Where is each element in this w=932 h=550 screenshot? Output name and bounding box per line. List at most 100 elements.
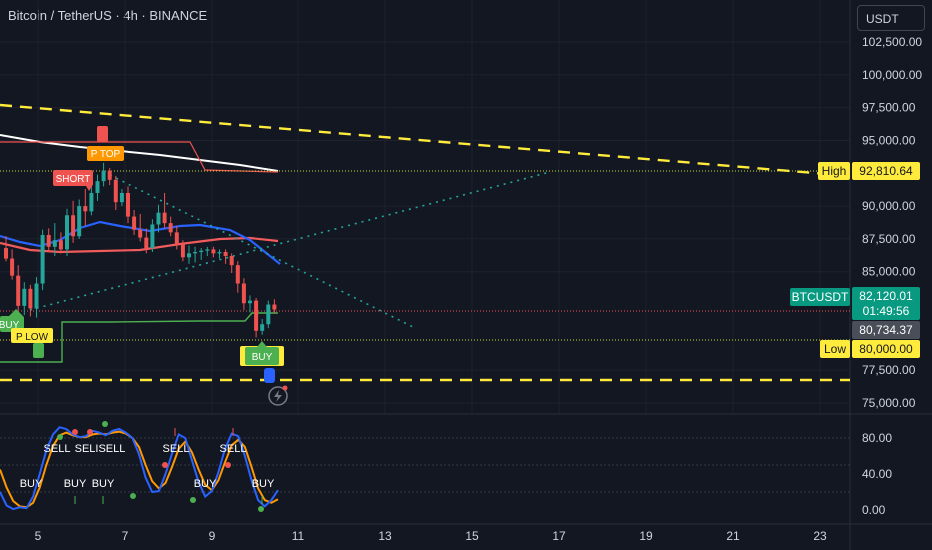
- high-value: 92,810.64: [859, 164, 913, 178]
- candle-body: [52, 240, 57, 247]
- candle-body: [95, 181, 100, 193]
- price-tick-label: 77,500.00: [862, 363, 916, 377]
- buy-left-pointer: [9, 309, 23, 316]
- resistance-dashed-line: [0, 103, 851, 178]
- oscillator-axis[interactable]: 80.00 40.00 0.00: [862, 431, 892, 517]
- candle-body: [199, 250, 204, 253]
- oscillator-pane-bg: [0, 414, 850, 524]
- candle-body: [113, 179, 118, 203]
- candle-body: [138, 229, 143, 238]
- green-step-line: [0, 312, 278, 363]
- candle-body: [28, 288, 33, 309]
- short-pointer: [86, 186, 92, 191]
- candle-body: [156, 212, 161, 225]
- candle-body: [83, 206, 88, 212]
- blue-marker: [264, 368, 275, 383]
- white-ma-line: [0, 134, 279, 172]
- candle-body: [187, 253, 191, 258]
- osc-buy-label-4: BUY: [194, 478, 217, 490]
- candle-body: [4, 248, 8, 259]
- lightning-bolt-icon: [274, 390, 282, 402]
- symbol-tag-bg: [790, 288, 850, 306]
- candle-body: [266, 304, 271, 325]
- oscillator-signal-dot: [258, 506, 264, 512]
- dotted-rising-line: [29, 171, 551, 311]
- candle-body: [180, 244, 185, 258]
- oscillator-main-line: [0, 426, 279, 511]
- red-ma-upper-line: [0, 141, 279, 173]
- time-tick-label: 5: [35, 529, 42, 543]
- candle-body: [229, 255, 234, 266]
- candle-body: [235, 265, 240, 284]
- oscillator-signal-dot: [72, 429, 78, 435]
- oscillator-tick-label: 80.00: [862, 431, 892, 445]
- osc-buy-label-3: BUY: [92, 478, 115, 490]
- oscillator-tick-label: 0.00: [862, 503, 886, 517]
- candle-body: [16, 275, 21, 306]
- candle-body: [144, 237, 149, 249]
- oscillator-signal-dot: [87, 429, 93, 435]
- candle-body: [241, 283, 246, 304]
- time-tick-label: 17: [552, 529, 566, 543]
- candle-body: [71, 215, 76, 237]
- price-tags: High 92,810.64 BTCUSDT 82,120.01 01:49:5…: [790, 162, 920, 358]
- price-tick-label: 85,000.00: [862, 265, 916, 279]
- candle-body: [65, 215, 69, 250]
- oscillator-signal-labels: SELL SELISELL SELL SELL BUY BUY BUY BUY …: [20, 443, 275, 490]
- p-top-label: P TOP: [91, 149, 121, 160]
- buy-right-pointer: [257, 341, 267, 347]
- low-value-bg: [852, 340, 920, 358]
- p-top-label-bg: [87, 146, 124, 161]
- p-low-label-bg: [11, 328, 53, 343]
- osc-buy-label-1: BUY: [20, 478, 43, 490]
- price-axis[interactable]: 102,500.00 100,000.00 97,500.00 95,000.00 90…: [862, 35, 922, 410]
- lightning-icon[interactable]: [268, 386, 288, 406]
- low-value: 80,000.00: [859, 342, 913, 356]
- currency-button[interactable]: USDT: [857, 5, 925, 31]
- candle-body: [132, 216, 137, 230]
- p-low-label: P LOW: [16, 332, 49, 343]
- short-label-bg: [53, 170, 93, 186]
- time-tick-label: 13: [378, 529, 392, 543]
- candle-body: [22, 288, 27, 306]
- time-tick-label: 15: [465, 529, 479, 543]
- candle-body: [162, 212, 167, 224]
- time-tick-label: 7: [122, 529, 129, 543]
- time-tick-label: 23: [813, 529, 827, 543]
- candle-body: [254, 300, 259, 331]
- osc-sell-label-3: SELL: [163, 443, 190, 455]
- candle-body: [260, 324, 265, 331]
- candle-body: [126, 192, 130, 217]
- price-tick-label: 75,000.00: [862, 396, 916, 410]
- buy-left-label: BUY: [0, 320, 20, 331]
- price-tick-label: 100,000.00: [862, 68, 922, 82]
- high-value-bg: [852, 162, 920, 180]
- last-value-bg: [852, 321, 920, 339]
- price-tick-label: 97,500.00: [862, 101, 916, 115]
- time-tick-label: 11: [292, 529, 305, 543]
- candle-body: [46, 234, 51, 247]
- time-tick-label: 9: [209, 529, 216, 543]
- candle-body: [58, 240, 63, 250]
- oscillator-signal-dot: [57, 434, 63, 440]
- red-ma-line: [0, 236, 279, 254]
- candle-body: [193, 252, 198, 254]
- candles: [4, 162, 277, 338]
- symbol-title: Bitcoin / TetherUS · 4h · BINANCE: [8, 8, 208, 23]
- symbol-value: 82,120.01: [859, 289, 913, 303]
- candle-body: [174, 232, 179, 245]
- price-tick-label: 87,500.00: [862, 232, 916, 246]
- oscillator-signal-dot: [225, 462, 231, 468]
- candle-body: [89, 192, 94, 212]
- candle-body: [168, 223, 173, 233]
- candle-body: [205, 249, 210, 251]
- high-tag-bg: [818, 162, 850, 180]
- candle-body: [119, 192, 124, 203]
- time-axis[interactable]: 5 7 9 11 13 15 17 19 21 23: [35, 529, 827, 543]
- candle-body: [101, 170, 106, 182]
- buy-right-label-bg: [245, 347, 279, 365]
- p-low-flag: [33, 343, 44, 358]
- symbol-tag: BTCUSDT: [792, 290, 849, 304]
